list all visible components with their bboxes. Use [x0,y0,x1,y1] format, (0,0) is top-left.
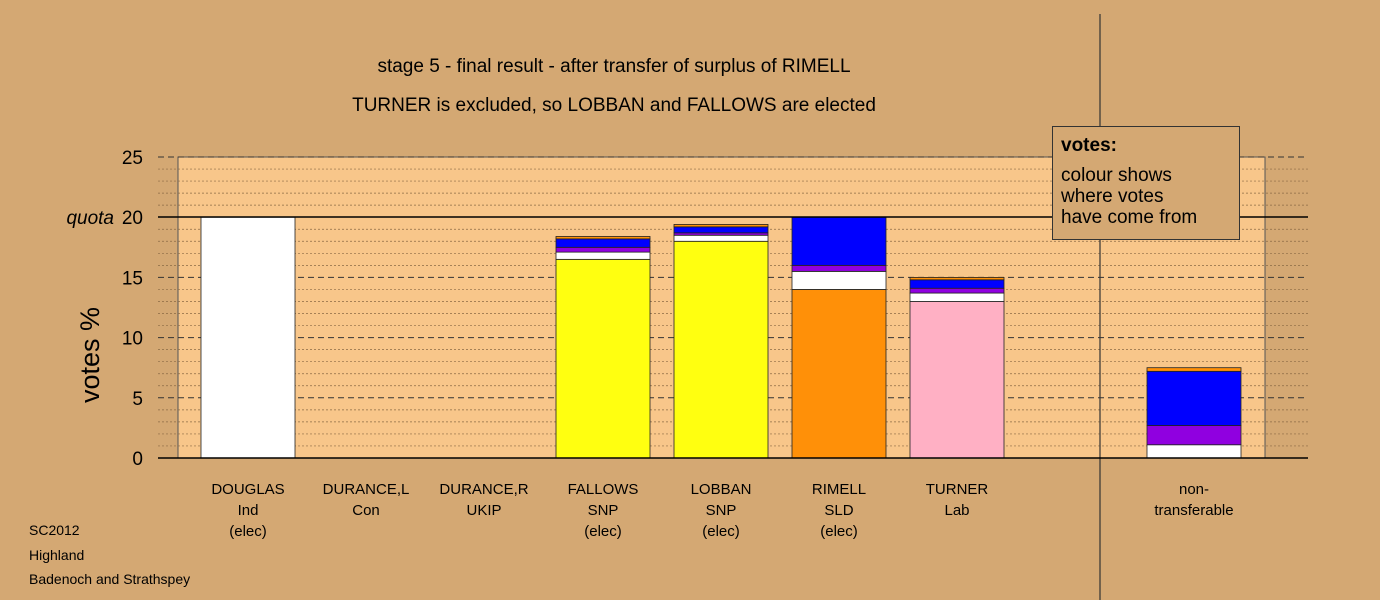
candidate-label: SLD [824,502,853,519]
bar-segment [555,251,651,260]
chart-subtitle: TURNER is excluded, so LOBBAN and FALLOW… [352,95,876,116]
bar-segment [791,216,887,266]
chart-title: stage 5 - final result - after transfer … [377,56,850,77]
candidate-label: DOUGLAS [211,481,284,498]
y-tick-label: 25 [122,148,143,169]
candidate-label: transferable [1154,502,1233,519]
y-tick-label: 0 [132,449,143,470]
candidate-label: UKIP [466,502,501,519]
y-tick-label: 15 [122,268,143,289]
candidate-label: (elec) [702,523,740,540]
legend-line: have come from [1061,207,1198,228]
candidate-label: Con [352,502,380,519]
y-tick-label: 10 [122,329,143,350]
footer-region: Highland [29,547,85,563]
bar-segment [200,216,296,459]
bar-segment [909,276,1005,281]
bar-segment [791,264,887,272]
bar-segment [555,238,651,248]
bar-segment [555,236,651,240]
candidate-label: TURNER [926,481,989,498]
bar-segment [909,301,1005,459]
bar-segment [555,258,651,459]
bar-segment [909,287,1005,294]
candidate-label: FALLOWS [568,481,639,498]
bar-segment [1146,425,1242,446]
bar-segment [1146,367,1242,372]
quota-label: quota [66,208,114,229]
candidate-label: RIMELL [812,481,866,498]
candidate-label: (elec) [820,523,858,540]
candidate-label: non- [1179,481,1209,498]
legend-line: colour shows [1061,165,1172,186]
candidate-label: Ind [238,502,259,519]
candidate-label: LOBBAN [691,481,752,498]
y-axis-label: votes % [75,307,105,403]
x-axis-labels: DOUGLAS Ind (elec) DURANCE,L Con DURANCE,R UKI… [211,481,1233,540]
bar-segment [673,226,769,234]
bar-segment [673,224,769,228]
candidate-label: DURANCE,L [323,481,410,498]
bar-segment [673,240,769,459]
candidate-label: SNP [588,502,619,519]
y-tick-label: 5 [132,389,143,410]
y-axis-ticks: 0 5 10 15 20 25 quota [66,148,143,470]
footer-source: SC2012 [29,522,80,538]
bar-segment [791,289,887,459]
candidate-label: (elec) [584,523,622,540]
bar-segment [555,246,651,253]
legend-box: votes: colour shows where votes have com… [1052,126,1240,240]
candidate-label: SNP [706,502,737,519]
bar-segment [909,279,1005,289]
legend-line: where votes [1061,186,1164,207]
bar-segment [1146,370,1242,426]
bar-segment [791,270,887,290]
candidate-label: Lab [944,502,969,519]
bar-segment [1146,444,1242,459]
legend-title: votes: [1061,135,1117,156]
candidate-label: (elec) [229,523,267,540]
y-tick-label: 20 [122,208,143,229]
bar-segment [909,292,1005,302]
candidate-label: DURANCE,R [439,481,528,498]
bar-segment [673,234,769,242]
bars-group [200,216,1242,459]
footer-ward: Badenoch and Strathspey [29,571,191,587]
